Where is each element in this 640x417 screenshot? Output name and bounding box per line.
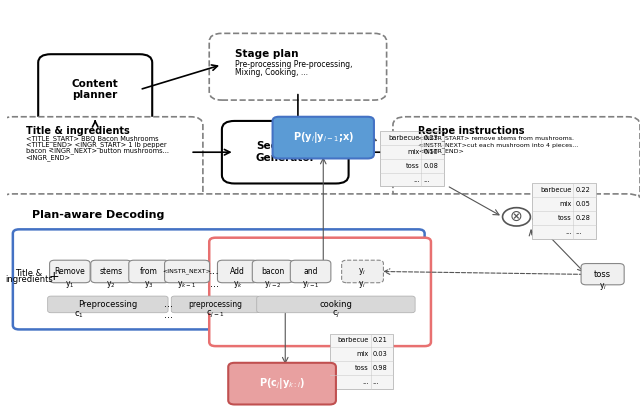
Text: Recipe instructions: Recipe instructions bbox=[419, 126, 525, 136]
Text: y$_1$: y$_1$ bbox=[65, 279, 75, 290]
FancyBboxPatch shape bbox=[209, 238, 431, 346]
Text: ...: ... bbox=[164, 299, 173, 309]
Text: Preprocessing: Preprocessing bbox=[78, 300, 138, 309]
Text: mix: mix bbox=[407, 149, 420, 155]
Text: ...: ... bbox=[209, 266, 220, 276]
Text: toss: toss bbox=[558, 215, 572, 221]
FancyBboxPatch shape bbox=[129, 260, 170, 283]
Text: <INSTR_NEXT>cut each mushroom into 4 pieces...: <INSTR_NEXT>cut each mushroom into 4 pie… bbox=[419, 142, 579, 148]
Text: mix: mix bbox=[356, 351, 369, 357]
FancyBboxPatch shape bbox=[38, 54, 152, 125]
Text: y$_{k-1}$: y$_{k-1}$ bbox=[177, 279, 196, 290]
FancyBboxPatch shape bbox=[0, 194, 640, 417]
Text: cooking: cooking bbox=[319, 300, 353, 309]
Text: <TITLE_START> BBQ Bacon Mushrooms: <TITLE_START> BBQ Bacon Mushrooms bbox=[26, 135, 158, 142]
Text: ...: ... bbox=[565, 229, 572, 235]
Text: toss: toss bbox=[406, 163, 420, 169]
Text: Plan-aware Decoding: Plan-aware Decoding bbox=[32, 210, 164, 220]
Circle shape bbox=[502, 208, 531, 226]
Text: ...: ... bbox=[164, 310, 173, 320]
Text: mix: mix bbox=[559, 201, 572, 207]
FancyBboxPatch shape bbox=[291, 260, 331, 283]
Text: barbecue: barbecue bbox=[540, 187, 572, 193]
Text: c$_{j-1}$: c$_{j-1}$ bbox=[206, 309, 225, 320]
Text: 0.22: 0.22 bbox=[575, 187, 590, 193]
Text: Title & ingredients: Title & ingredients bbox=[26, 126, 129, 136]
FancyBboxPatch shape bbox=[172, 296, 260, 313]
Text: c$_j$: c$_j$ bbox=[332, 309, 340, 320]
Text: P(y$_i$|y$_{i-1}$;x): P(y$_i$|y$_{i-1}$;x) bbox=[292, 130, 354, 145]
Text: Mixing, Cooking, ...: Mixing, Cooking, ... bbox=[235, 68, 308, 78]
Text: barbecue: barbecue bbox=[337, 337, 369, 344]
Text: y$_3$: y$_3$ bbox=[144, 279, 154, 290]
FancyBboxPatch shape bbox=[252, 260, 293, 283]
Text: 0.10: 0.10 bbox=[423, 149, 438, 155]
Text: +: + bbox=[49, 269, 60, 283]
Text: <INSTR_END>: <INSTR_END> bbox=[419, 148, 464, 154]
Text: <TITLE_END> <INGR_START> 1 lb pepper: <TITLE_END> <INGR_START> 1 lb pepper bbox=[26, 141, 166, 148]
Text: y$_i$: y$_i$ bbox=[358, 266, 367, 277]
Text: ...: ... bbox=[210, 279, 219, 289]
Text: toss: toss bbox=[594, 270, 611, 279]
Text: Sequence
Generator: Sequence Generator bbox=[255, 141, 315, 163]
Text: y$_k$: y$_k$ bbox=[233, 279, 243, 290]
Text: 0.03: 0.03 bbox=[372, 351, 387, 357]
Text: Pre-processing Pre-processing,: Pre-processing Pre-processing, bbox=[235, 60, 352, 69]
Text: ...: ... bbox=[423, 176, 429, 183]
Text: 0.08: 0.08 bbox=[423, 163, 438, 169]
Text: <INGR_END>: <INGR_END> bbox=[26, 154, 70, 161]
Text: from: from bbox=[140, 267, 158, 276]
Text: Title &: Title & bbox=[15, 269, 42, 278]
Text: ...: ... bbox=[413, 176, 420, 183]
FancyBboxPatch shape bbox=[13, 229, 424, 329]
Text: 0.23: 0.23 bbox=[423, 135, 438, 141]
Text: y$_i$: y$_i$ bbox=[358, 279, 367, 290]
Text: stems: stems bbox=[99, 267, 123, 276]
FancyBboxPatch shape bbox=[532, 183, 596, 239]
Text: barbecue: barbecue bbox=[388, 135, 420, 141]
Text: <INSTR_START> remove stems from mushrooms.: <INSTR_START> remove stems from mushroom… bbox=[419, 136, 574, 141]
Text: ingredients: ingredients bbox=[5, 275, 52, 284]
Text: 0.98: 0.98 bbox=[372, 365, 387, 371]
Text: 0.05: 0.05 bbox=[575, 201, 590, 207]
Text: bacon <INGR_NEXT> button mushrooms...: bacon <INGR_NEXT> button mushrooms... bbox=[26, 148, 168, 154]
Text: bacon: bacon bbox=[261, 267, 284, 276]
Text: preprocessing: preprocessing bbox=[189, 300, 243, 309]
Text: ...: ... bbox=[372, 379, 379, 385]
FancyBboxPatch shape bbox=[0, 117, 203, 200]
Text: y$_{i-1}$: y$_{i-1}$ bbox=[302, 279, 319, 290]
FancyBboxPatch shape bbox=[393, 117, 640, 200]
Text: y$_2$: y$_2$ bbox=[106, 279, 116, 290]
FancyBboxPatch shape bbox=[380, 131, 444, 186]
FancyBboxPatch shape bbox=[218, 260, 258, 283]
FancyBboxPatch shape bbox=[257, 296, 415, 313]
FancyBboxPatch shape bbox=[228, 363, 336, 404]
Text: ...: ... bbox=[362, 379, 369, 385]
Text: c$_1$: c$_1$ bbox=[74, 309, 84, 320]
Text: Remove: Remove bbox=[54, 267, 85, 276]
Text: ...: ... bbox=[575, 229, 582, 235]
Text: 0.21: 0.21 bbox=[372, 337, 387, 344]
FancyBboxPatch shape bbox=[48, 296, 168, 313]
FancyBboxPatch shape bbox=[209, 33, 387, 100]
FancyBboxPatch shape bbox=[91, 260, 131, 283]
Text: y$_{i-2}$: y$_{i-2}$ bbox=[264, 279, 282, 290]
FancyBboxPatch shape bbox=[330, 334, 393, 389]
FancyBboxPatch shape bbox=[164, 260, 209, 283]
Text: Content
planner: Content planner bbox=[72, 79, 118, 100]
Text: Add: Add bbox=[230, 267, 245, 276]
FancyBboxPatch shape bbox=[49, 260, 90, 283]
Text: <INSTR_NEXT>: <INSTR_NEXT> bbox=[163, 269, 211, 274]
Text: P(c$_j$|y$_{k:i}$): P(c$_j$|y$_{k:i}$) bbox=[259, 376, 305, 391]
Text: and: and bbox=[303, 267, 318, 276]
FancyBboxPatch shape bbox=[222, 121, 349, 183]
FancyBboxPatch shape bbox=[342, 260, 383, 283]
Text: toss: toss bbox=[355, 365, 369, 371]
Text: ⊗: ⊗ bbox=[510, 209, 523, 224]
Text: Stage plan: Stage plan bbox=[235, 49, 298, 59]
Text: 0.28: 0.28 bbox=[575, 215, 590, 221]
FancyBboxPatch shape bbox=[273, 117, 374, 158]
FancyBboxPatch shape bbox=[581, 264, 624, 285]
Text: y$_i$: y$_i$ bbox=[598, 281, 607, 292]
